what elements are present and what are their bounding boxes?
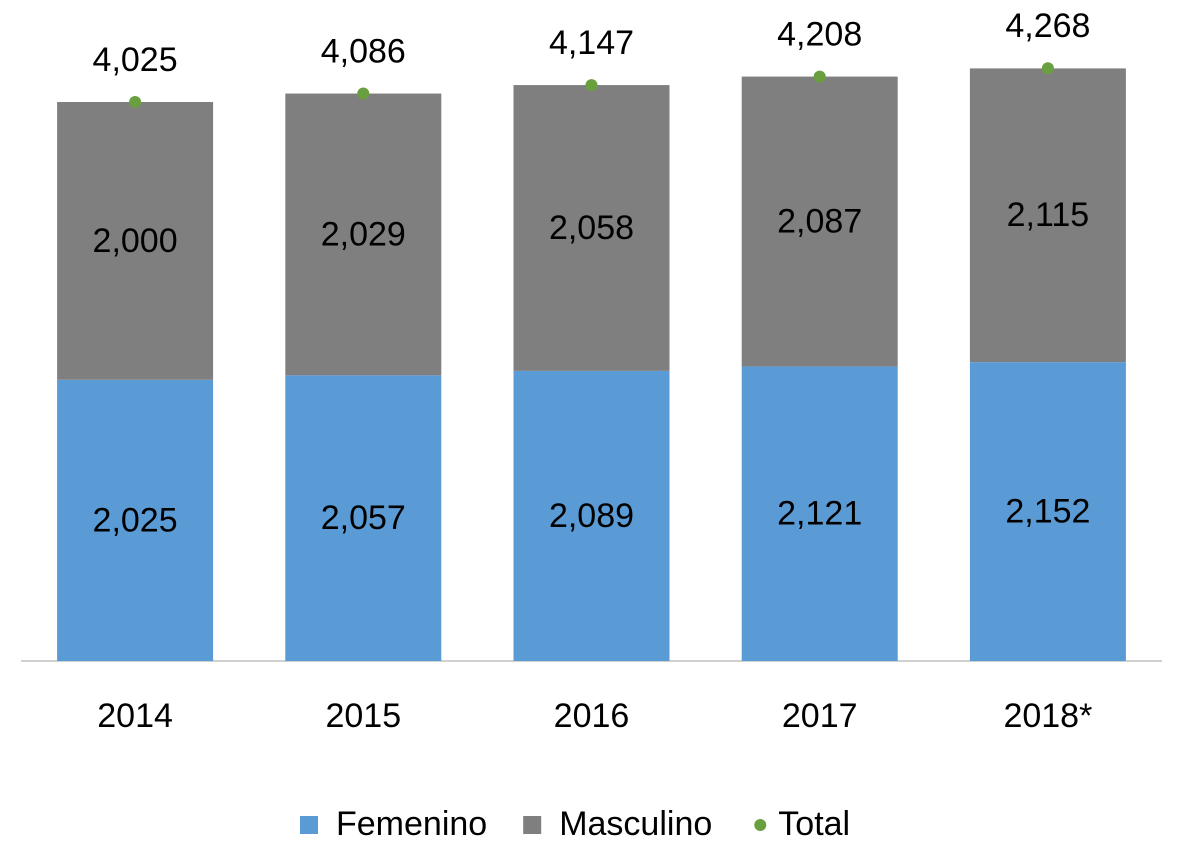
bar-segment — [285, 93, 442, 376]
bar-segment — [969, 68, 1126, 363]
bar-segment — [285, 375, 442, 661]
legend-label: Femenino — [336, 805, 487, 842]
x-tick-label: 2016 — [554, 697, 630, 735]
legend-marker — [754, 819, 767, 831]
x-tick-label: 2018* — [1003, 697, 1092, 735]
legend-swatch — [523, 816, 542, 834]
bar-segment — [57, 102, 214, 380]
legend-label: Masculino — [559, 805, 712, 842]
data-label: 2,029 — [321, 215, 406, 253]
data-label: 4,086 — [321, 33, 406, 71]
data-label: 2,058 — [549, 209, 634, 247]
data-label: 4,268 — [1005, 7, 1090, 45]
total-marker — [1041, 62, 1054, 75]
total-marker — [813, 70, 826, 83]
total-marker — [357, 87, 370, 100]
bar-segment — [741, 76, 898, 367]
data-label: 2,121 — [777, 495, 862, 533]
legend-swatch — [300, 816, 318, 834]
bar-segment — [57, 379, 214, 661]
total-marker — [129, 96, 142, 109]
data-label: 2,115 — [1007, 196, 1090, 234]
x-tick-label: 2017 — [782, 697, 858, 735]
total-marker — [585, 79, 598, 92]
data-label: 2,025 — [93, 501, 178, 539]
data-label: 4,025 — [93, 41, 178, 79]
x-tick-label: 2015 — [325, 697, 401, 735]
x-tick-label: 2014 — [97, 697, 173, 735]
data-label: 2,057 — [321, 499, 406, 537]
data-label: 4,147 — [549, 24, 634, 62]
legend-label: Total — [778, 805, 850, 842]
data-label: 2,000 — [93, 222, 178, 260]
data-label: 2,087 — [777, 202, 862, 240]
data-label: 2,152 — [1005, 493, 1090, 531]
bar-segment — [513, 85, 670, 371]
data-label: 4,208 — [777, 16, 862, 54]
bar-segment — [969, 362, 1126, 661]
bar-segment — [513, 370, 670, 661]
bar-segment — [741, 366, 898, 661]
data-label: 2,089 — [549, 497, 634, 535]
